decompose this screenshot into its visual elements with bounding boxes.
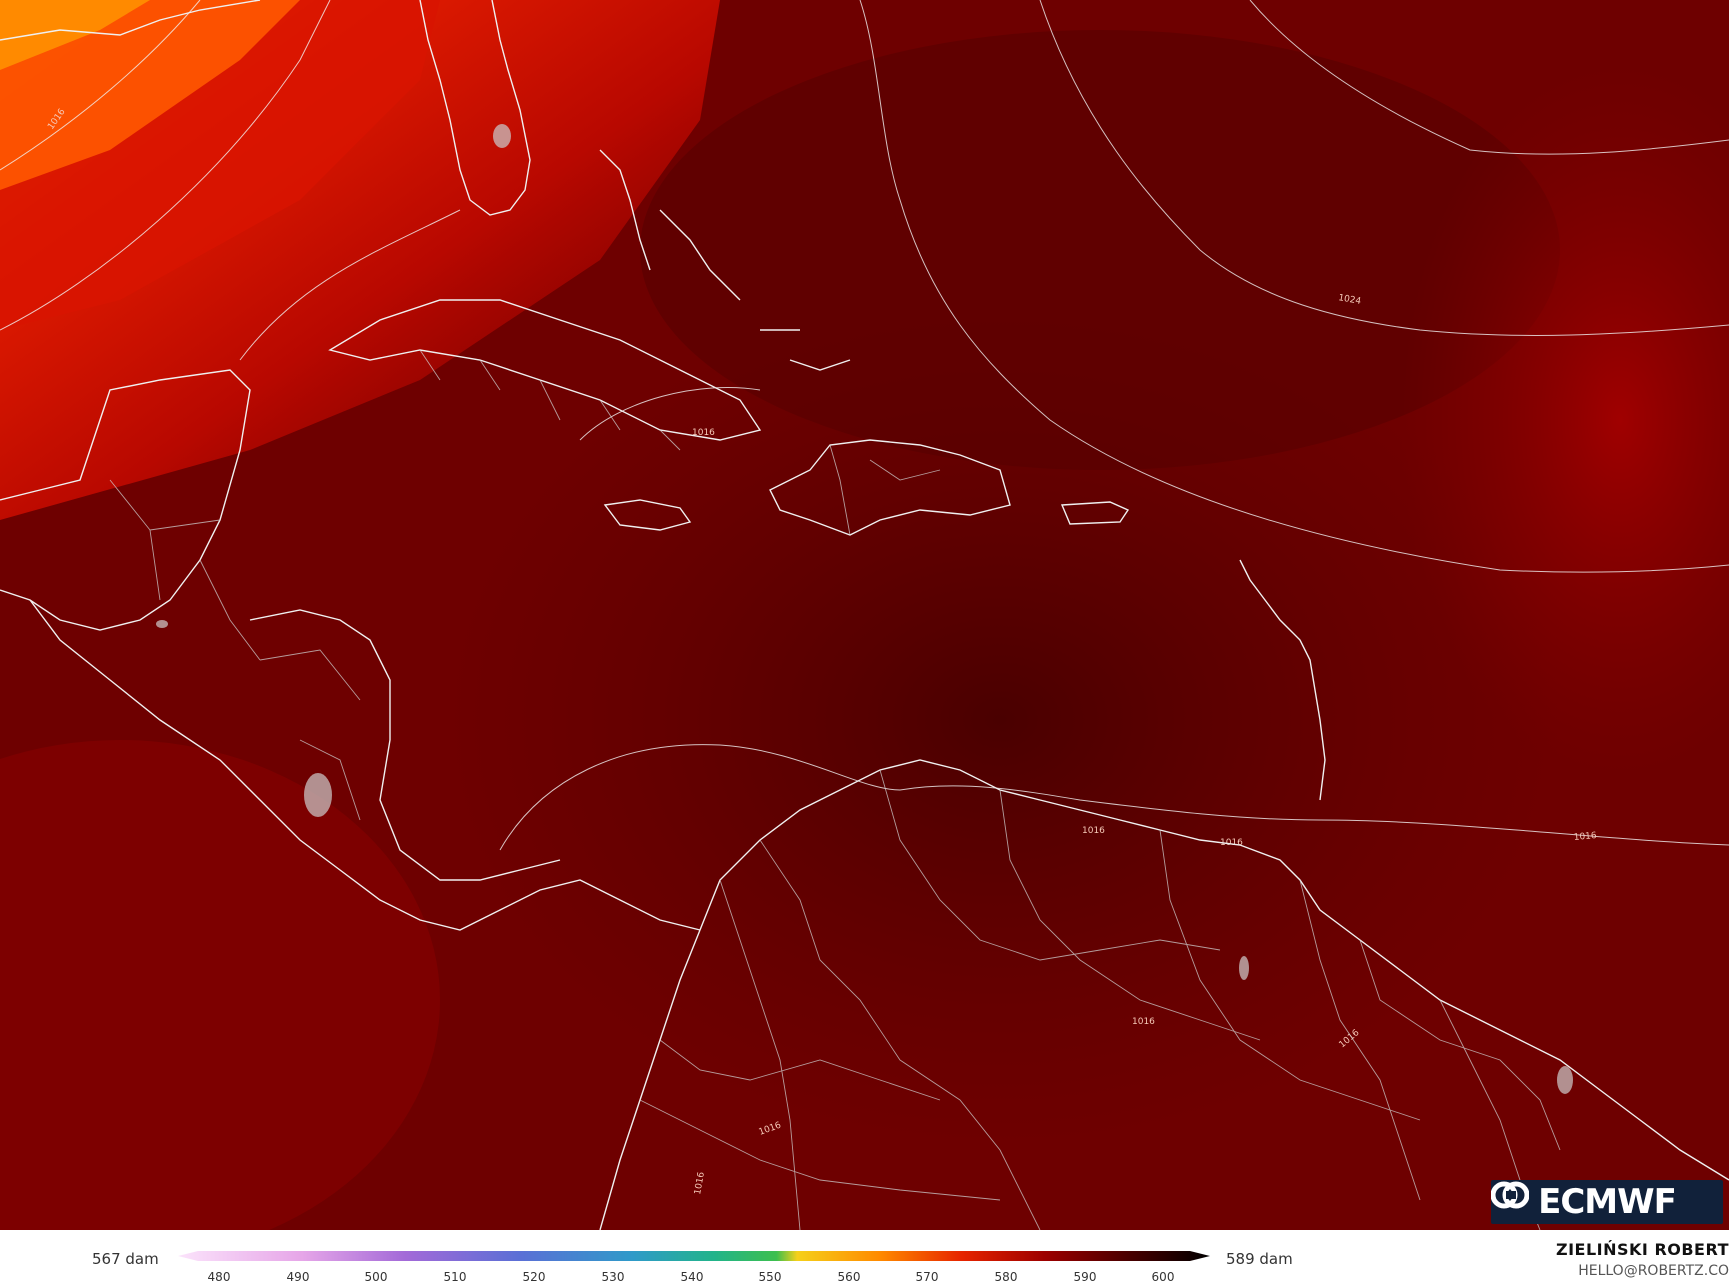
hispaniola-coast [769,439,1011,536]
colorbar-tick: 540 [680,1270,704,1284]
colorbar-tick: 570 [915,1270,939,1284]
florida-coast [419,0,531,216]
coastlines [0,0,1729,1230]
lesser-antilles [1239,559,1326,801]
legend-footer: 567 dam 480 490 500 510 5 [0,1230,1729,1287]
isobar-label: 1016 [692,428,715,438]
geopotential-map: 1016 1016 1016 1024 1016 1016 1016 1016 … [0,0,1729,1230]
field-low-core [440,290,1560,1150]
colorbar-tick: 520 [522,1270,546,1284]
cuba-coast [328,299,762,441]
field-orange-northwest [0,0,300,190]
isobar-label: 1016 [1220,838,1243,848]
colorbar-tick: 590 [1073,1270,1097,1284]
colorbar-tick: 600 [1151,1270,1175,1284]
jamaica-coast [603,499,692,531]
colorbar [178,1251,1210,1261]
isobar-label: 1016 [1132,1017,1155,1027]
south-america-pacific-coast [599,929,701,1230]
map-area: 1016 1016 1016 1024 1016 1016 1016 1016 … [0,0,1729,1230]
ecmwf-logo-text: ECMWF [1538,1182,1677,1222]
bahamas-coast [599,149,851,371]
author-email: HELLO@ROBERTZ.CO [1578,1263,1729,1279]
isobar-label: 1016 [1573,831,1597,843]
colorbar-tick: 550 [758,1270,782,1284]
field-east-ridge [1400,60,1729,780]
field-atlantic-core [640,30,1560,470]
puerto-rico-coast [1060,501,1130,525]
colorbar-tick: 580 [994,1270,1018,1284]
colorbar-tick: 480 [207,1270,231,1284]
colorbar-tick: 530 [601,1270,625,1284]
colorbar-tick: 560 [837,1270,861,1284]
author-name: ZIELIŃSKI ROBERT [1555,1240,1729,1259]
isobar-lines [0,0,1729,851]
isobar-label: 1016 [693,1171,707,1196]
isobar-label: 1016 [1082,826,1105,836]
colorbar-tick: 490 [286,1270,310,1284]
legend-max-label: 589 dam [1226,1250,1293,1268]
borders [109,349,1561,1230]
central-america-pacific-coast [29,599,701,931]
colorbar-tick: 500 [364,1270,388,1284]
ecmwf-logo: ECMWF [1491,1180,1723,1224]
ecmwf-logo-icon [1491,1181,1529,1209]
south-america-north-coast [699,759,1729,1181]
lakes [156,124,1573,1094]
isobar-label: 1024 [1337,293,1362,307]
yucatan-coast [0,369,251,631]
field-hot-corner [0,0,150,70]
legend-min-label: 567 dam [92,1250,159,1268]
colorbar-tick: 510 [443,1270,467,1284]
central-america-caribbean-coast [249,609,561,881]
